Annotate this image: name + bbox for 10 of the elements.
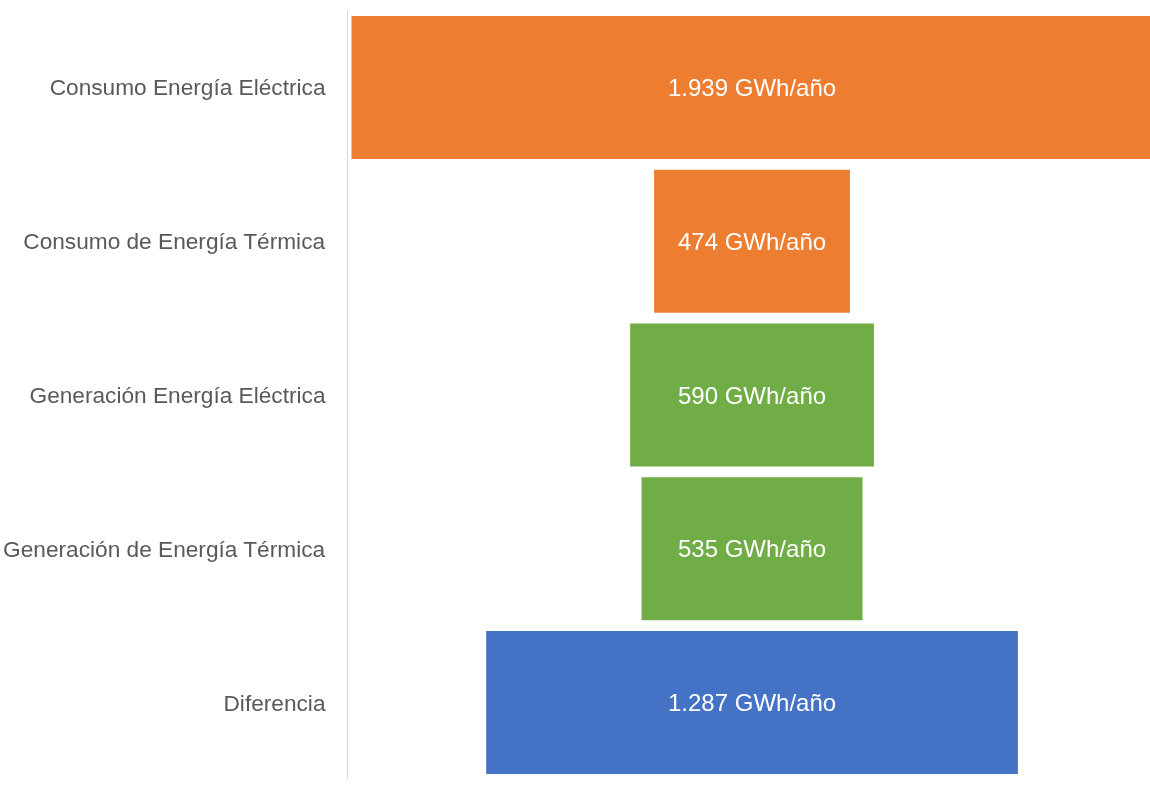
data-label: 1.939 GWh/año: [667, 73, 837, 101]
data-label: 590 GWh/año: [677, 381, 827, 409]
data-label: 1.287 GWh/año: [667, 689, 837, 717]
data-label: 474 GWh/año: [677, 227, 827, 255]
data-label: 535 GWh/año: [677, 535, 827, 563]
category-label: Diferencia: [223, 689, 326, 716]
category-label: Generación de Energía Térmica: [3, 535, 326, 562]
category-label: Consumo Energía Eléctrica: [49, 74, 326, 101]
category-label: Consumo de Energía Térmica: [23, 228, 326, 255]
category-label: Generación Energía Eléctrica: [29, 382, 326, 408]
